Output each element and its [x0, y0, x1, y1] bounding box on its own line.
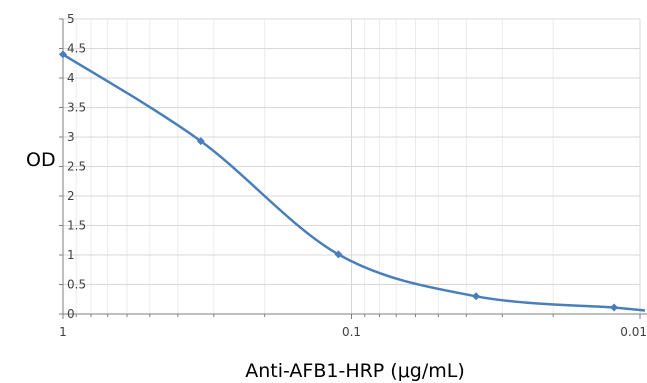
- x-axis-title: Anti-AFB1-HRP (μg/mL): [245, 360, 465, 382]
- y-tick-label: 4: [67, 71, 75, 85]
- y-tick-label: 2: [67, 189, 75, 203]
- data-point-marker: [472, 292, 481, 301]
- y-tick-label: 4.5: [67, 42, 86, 56]
- y-tick-labels: 0 0.5 1 1.5 2 2.5 3 3.5 4 4.5 5: [67, 12, 86, 321]
- x-tick-label: 0.01: [620, 325, 647, 339]
- data-point-marker: [334, 250, 343, 259]
- x-tick-label: 0.1: [342, 325, 361, 339]
- axes: [59, 18, 647, 319]
- data-point-marker: [196, 137, 205, 146]
- data-point-marker: [610, 303, 619, 312]
- y-tick-label: 0: [67, 307, 75, 321]
- x-tick-label: 1: [59, 325, 67, 339]
- y-tick-label: 1.5: [67, 219, 86, 233]
- y-axis-title: OD: [26, 149, 56, 171]
- y-tick-label: 1: [67, 248, 75, 262]
- x-tick-labels: 1 0.1 0.01: [59, 325, 647, 339]
- data-point-marker: [59, 50, 67, 59]
- y-tick-label: 3: [67, 130, 75, 144]
- y-tick-label: 2.5: [67, 160, 86, 174]
- y-tick-label: 3.5: [67, 101, 86, 115]
- y-tick-label: 0.5: [67, 278, 86, 292]
- y-tick-label: 5: [67, 12, 75, 26]
- data-series: [59, 50, 646, 312]
